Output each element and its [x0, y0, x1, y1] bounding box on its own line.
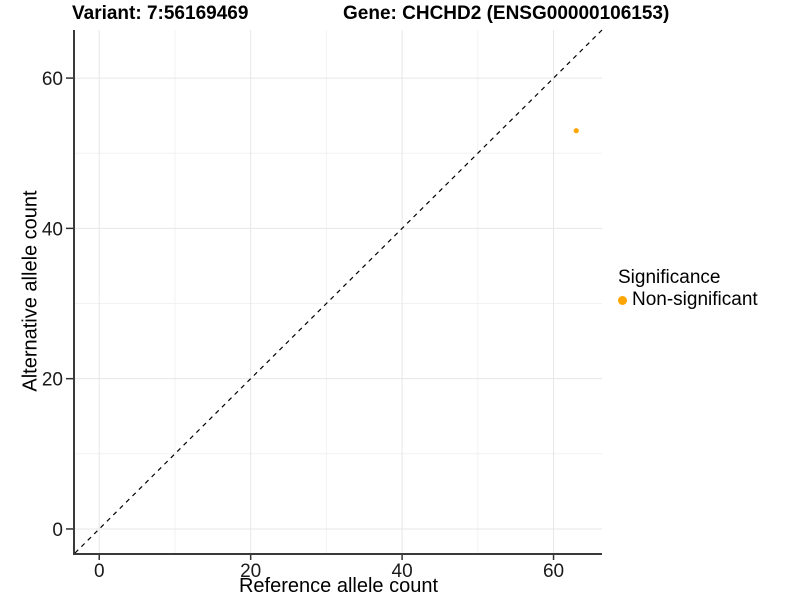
legend-point-icon	[618, 295, 627, 305]
x-tick-label: 0	[94, 561, 105, 582]
y-tick-label: 0	[52, 520, 63, 541]
legend-item: Non-significant	[618, 289, 758, 311]
legend-title: Significance	[618, 267, 721, 288]
plot-title-gene: Gene: CHCHD2 (ENSG00000106153)	[343, 3, 670, 24]
plot-title-variant: Variant: 7:56169469	[72, 3, 249, 24]
x-tick-label: 20	[240, 561, 261, 582]
x-axis-title: Reference allele count	[238, 575, 438, 597]
identity-reference-line	[74, 29, 603, 554]
x-tick-label: 60	[543, 561, 564, 582]
chart-canvas: 0 20 40 60 0 20 40 60	[42, 29, 603, 582]
x-tick-label: 40	[392, 561, 413, 582]
data-point	[573, 128, 579, 134]
y-tick-label: 60	[42, 69, 63, 90]
legend: Significance Non-significant	[618, 267, 758, 311]
plot-panel: 0 20 40 60 0 20 40 60	[42, 29, 603, 582]
y-tick-label: 20	[42, 370, 63, 391]
y-axis-title: Alternative allele count	[19, 190, 42, 392]
legend-item-label: Non-significant	[632, 289, 758, 310]
y-tick-label: 40	[42, 219, 63, 240]
